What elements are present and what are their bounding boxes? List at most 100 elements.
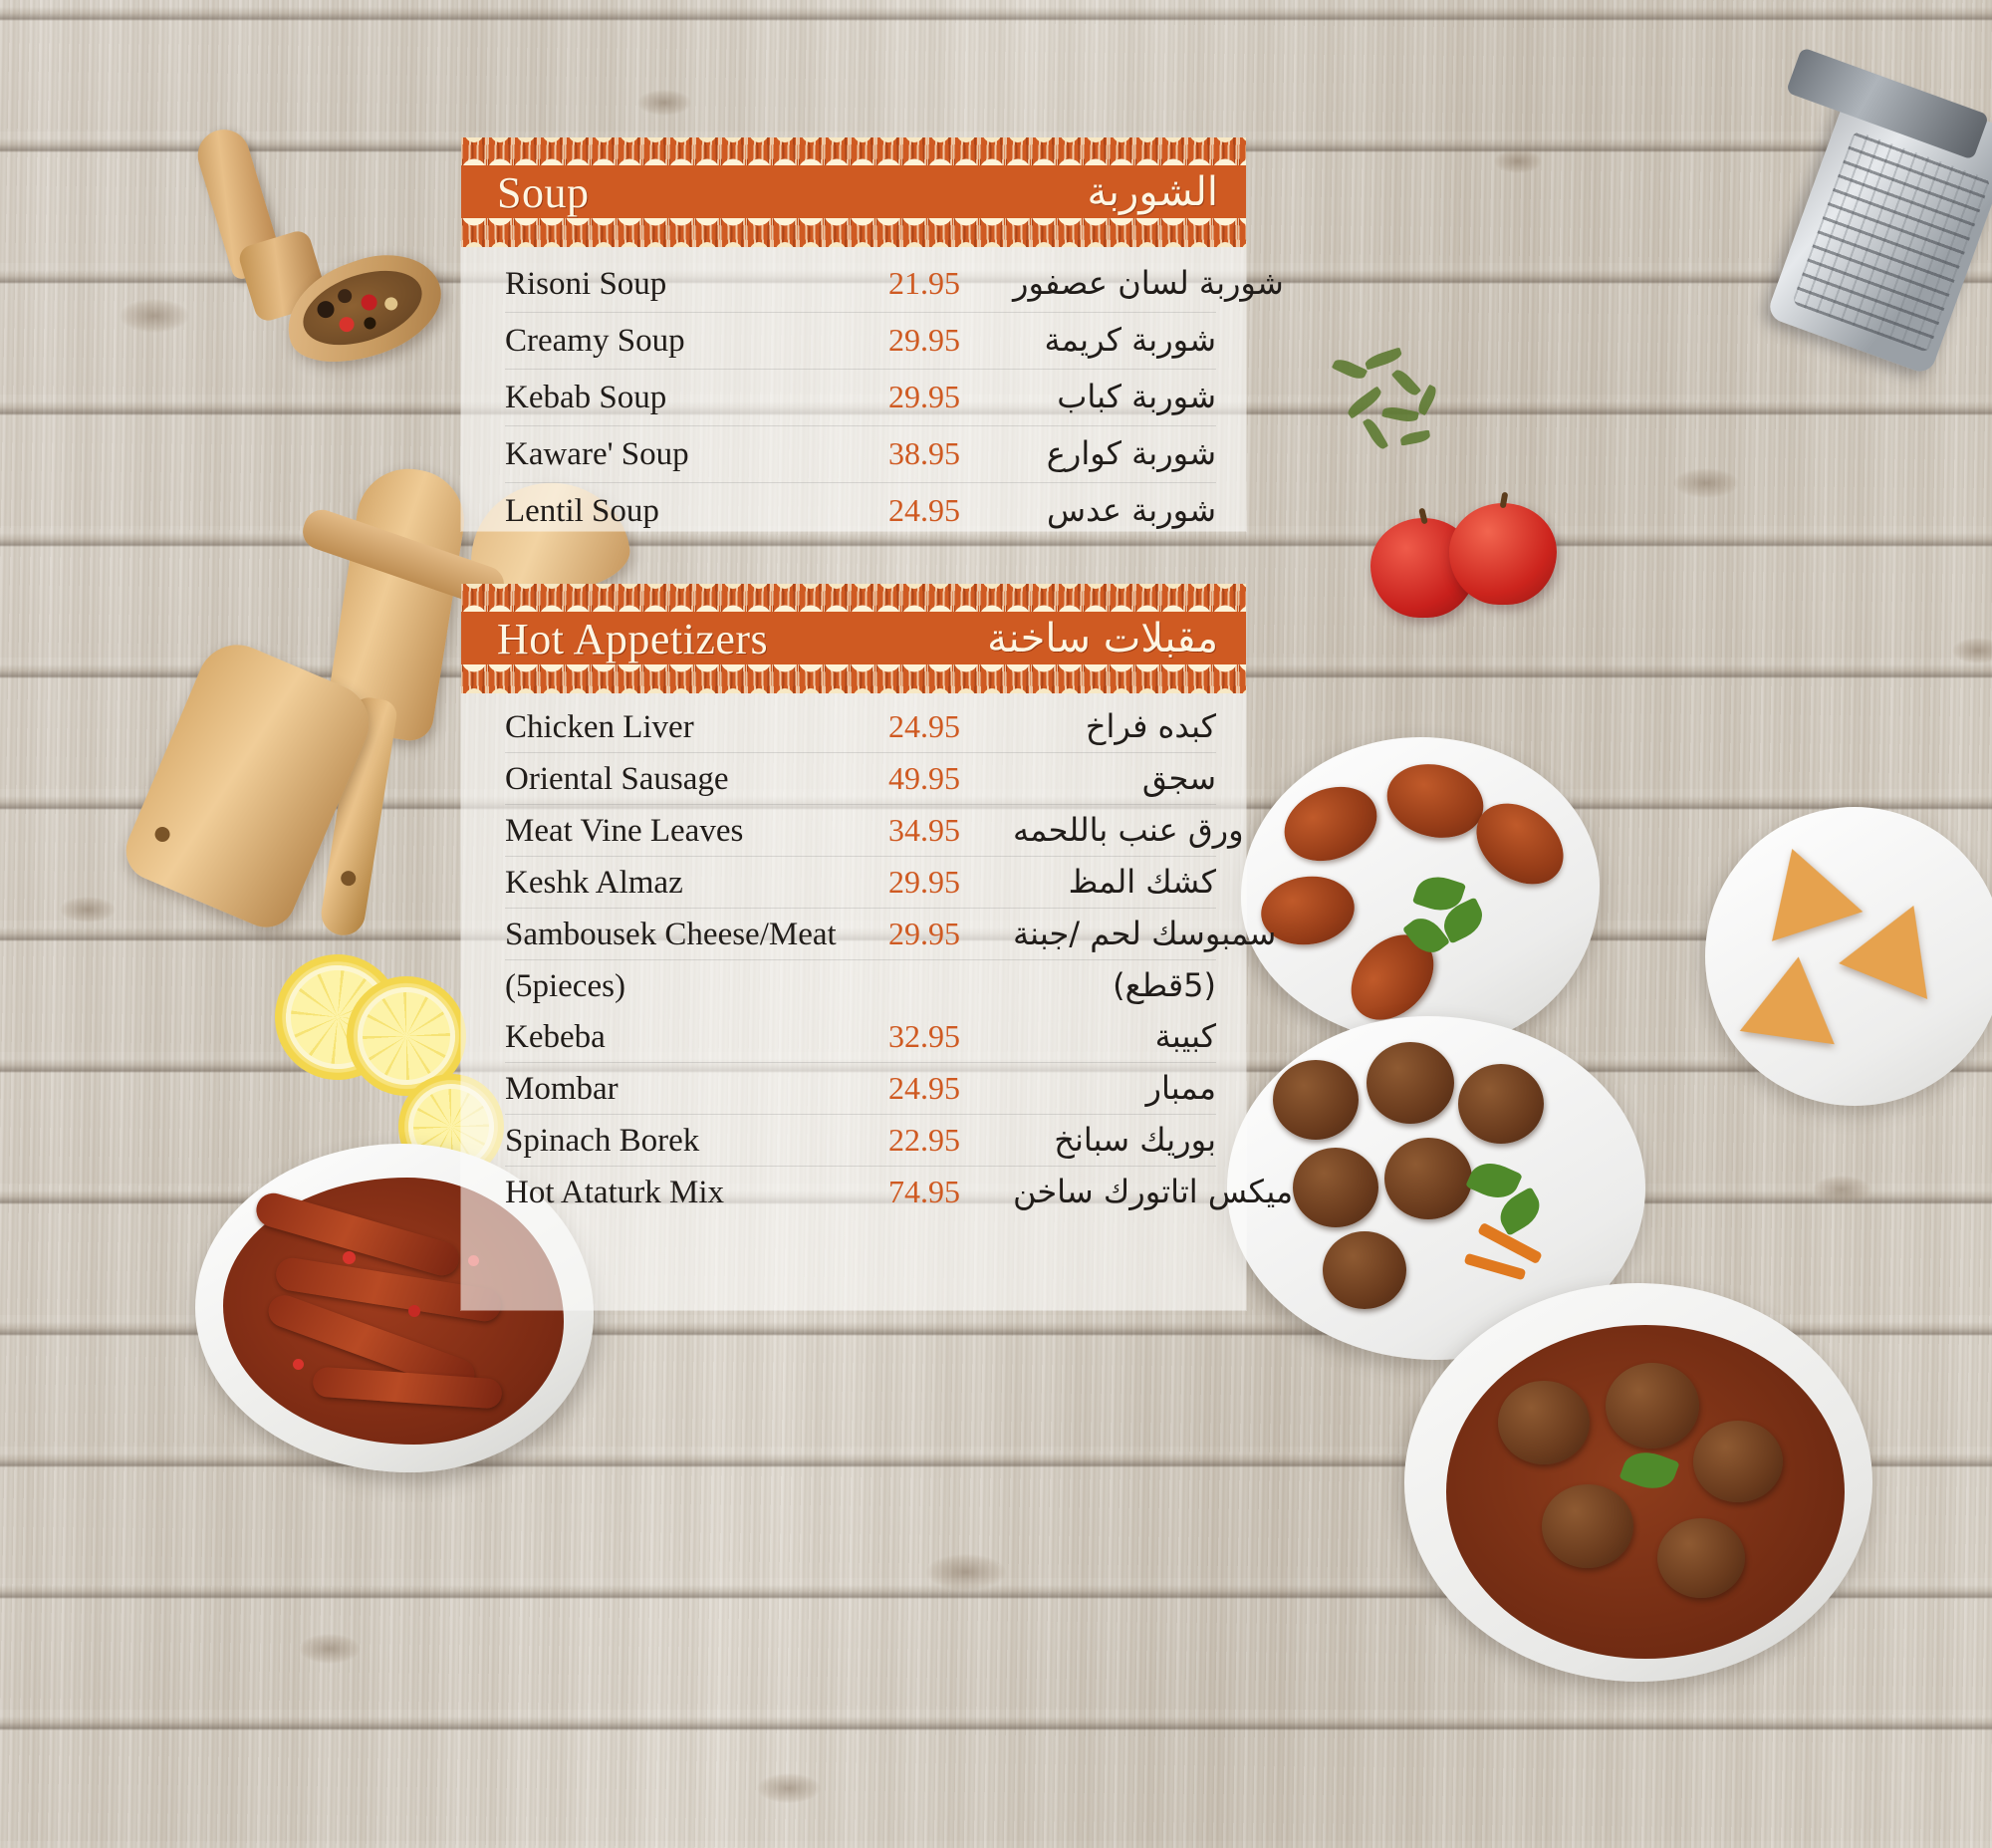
herb-leaf [1364, 347, 1403, 371]
meatball [1384, 1138, 1472, 1219]
menu-row: Sambousek Cheese/Meat 29.95 سمبوسك لحم /جب… [505, 909, 1276, 960]
herb-leaf [1345, 386, 1384, 419]
kofta-piece [1378, 754, 1492, 848]
menu-item-price: 29.95 [888, 916, 960, 951]
herb-leaf [1362, 416, 1389, 451]
menu-item-name-en: Spinach Borek [505, 1123, 700, 1159]
peppercorn [362, 315, 378, 332]
sambousek-plate [1705, 807, 1992, 1106]
soup-title-ar: الشوربة [1087, 169, 1218, 215]
menu-item-name-en: Kaware' Soup [505, 436, 689, 472]
menu-item-name-en: Creamy Soup [505, 323, 685, 359]
herb-leaf [1331, 356, 1369, 383]
soup-item-list: Risoni Soup 21.95 شوربة لسان عصفور Creamy S… [461, 242, 1284, 539]
menu-row: Keshk Almaz 29.95 كشك المظ [505, 857, 1216, 909]
wood-knot [1494, 149, 1542, 173]
menu-row: (5pieces) (5قطع) [505, 960, 1216, 1011]
herb-leaf [1399, 429, 1431, 446]
hot-appetizers-section-header: Hot Appetizers مقبلات ساخنة [461, 584, 1246, 693]
wood-knot [637, 90, 691, 116]
wood-knot [60, 897, 116, 923]
menu-row: Creamy Soup 29.95 شوربة كريمة [505, 313, 1216, 370]
menu-item-name-en: Hot Ataturk Mix [505, 1175, 724, 1210]
menu-item-price: 29.95 [888, 379, 960, 414]
menu-item-name-ar: بوريك سبانخ [1054, 1121, 1216, 1159]
menu-item-price: 34.95 [888, 812, 960, 848]
meatball [1458, 1064, 1544, 1144]
ornament-border-top-icon [461, 584, 1246, 613]
menu-item-name-en: Risoni Soup [505, 266, 667, 302]
ornament-border-bottom-icon [461, 218, 1246, 247]
spoon-hole [152, 824, 172, 845]
sambousek-piece [1746, 834, 1864, 941]
menu-item-price: 29.95 [888, 864, 960, 900]
menu-item-price: 29.95 [888, 322, 960, 358]
soup-title-en: Soup [497, 167, 590, 217]
meatball [1323, 1231, 1406, 1309]
wood-knot [1952, 638, 1992, 663]
menu-item-price: 49.95 [888, 760, 960, 796]
hot-appetizers-card: Chicken Liver 24.95 كبده فراخ Oriental Saus… [461, 687, 1293, 1310]
kofta-piece [1273, 773, 1388, 875]
menu-row: Spinach Borek 22.95 بوريك سبانخ [505, 1115, 1216, 1167]
carrot-garnish [1463, 1252, 1527, 1281]
menu-item-name-en: Mombar [505, 1071, 619, 1107]
menu-item-name-en: Keshk Almaz [505, 865, 683, 901]
hot-appetizers-header-body: Hot Appetizers مقبلات ساخنة [461, 612, 1246, 665]
menu-item-name-ar: ورق عنب باللحمه [1013, 811, 1244, 849]
ornament-border-bottom-icon [461, 664, 1246, 693]
dried-herbs [1325, 347, 1474, 476]
menu-row: Risoni Soup 21.95 شوربة لسان عصفور [505, 256, 1284, 313]
apple-stem [1499, 491, 1509, 509]
menu-row: Lentil Soup 24.95 شوربة عدس [505, 483, 1216, 539]
wood-knot [120, 299, 189, 333]
menu-item-price: 74.95 [888, 1174, 960, 1209]
menu-item-name-ar: شوربة كباب [1057, 378, 1216, 415]
menu-item-name-en: Chicken Liver [505, 709, 694, 745]
ornament-border-top-icon [461, 137, 1246, 166]
menu-item-name-ar: (5قطع) [1113, 966, 1216, 1004]
wood-knot [1813, 1176, 1870, 1203]
menu-row: Kebeba 32.95 كبيبة [505, 1011, 1216, 1063]
peppercorn-red [359, 292, 379, 313]
menu-item-price: 32.95 [888, 1018, 960, 1054]
parsley-garnish [1618, 1445, 1680, 1496]
stew-meat [1657, 1518, 1745, 1598]
peppercorn-white [382, 295, 399, 313]
stew-meat [1693, 1421, 1783, 1502]
menu-item-name-ar: ميكس اتاتورك ساخن [1013, 1173, 1294, 1210]
apple [1449, 491, 1557, 605]
menu-item-price: 38.95 [888, 435, 960, 471]
menu-item-price: 24.95 [888, 708, 960, 744]
wood-knot [757, 1773, 821, 1803]
meatball [1367, 1042, 1454, 1124]
menu-item-name-en: Meat Vine Leaves [505, 813, 744, 849]
soup-header-body: Soup الشوربة [461, 165, 1246, 219]
stew-meat [1606, 1363, 1699, 1449]
wood-plank [0, 0, 1992, 132]
menu-item-name-ar: سمبوسك لحم /جبنة [1013, 915, 1277, 952]
menu-item-name-ar: سجق [1141, 759, 1216, 797]
menu-item-name-ar: كبده فراخ [1085, 707, 1216, 745]
menu-row: Kaware' Soup 38.95 شوربة كوارع [505, 426, 1216, 483]
wood-knot [1673, 468, 1739, 498]
wood-plank [0, 1841, 1992, 1848]
menu-item-name-ar: شوربة كوارع [1046, 434, 1216, 472]
menu-item-name-ar: ممبار [1145, 1069, 1217, 1107]
soup-card: Risoni Soup 21.95 شوربة لسان عصفور Creamy S… [461, 242, 1284, 531]
menu-item-price: 21.95 [888, 265, 960, 301]
soup-section-header: Soup الشوربة [461, 137, 1246, 247]
menu-row: Oriental Sausage 49.95 سجق [505, 753, 1216, 805]
menu-item-name-en: Lentil Soup [505, 493, 659, 529]
menu-item-name-en: Sambousek Cheese/Meat [505, 917, 837, 952]
stew-meat [1498, 1381, 1590, 1464]
hot-appetizers-item-list: Chicken Liver 24.95 كبده فراخ Oriental Saus… [461, 687, 1293, 1217]
menu-item-name-ar: كشك المظ [1068, 863, 1216, 901]
menu-row: Meat Vine Leaves 34.95 ورق عنب باللحمه [505, 805, 1244, 857]
spatula-hole [340, 870, 358, 888]
menu-item-name-ar: كبيبة [1154, 1017, 1216, 1055]
menu-item-name-ar: شوربة عدس [1047, 491, 1216, 529]
lemon-segments [357, 986, 456, 1086]
menu-item-name-en: (5pieces) [505, 968, 625, 1004]
herb-leaf [1381, 404, 1419, 424]
